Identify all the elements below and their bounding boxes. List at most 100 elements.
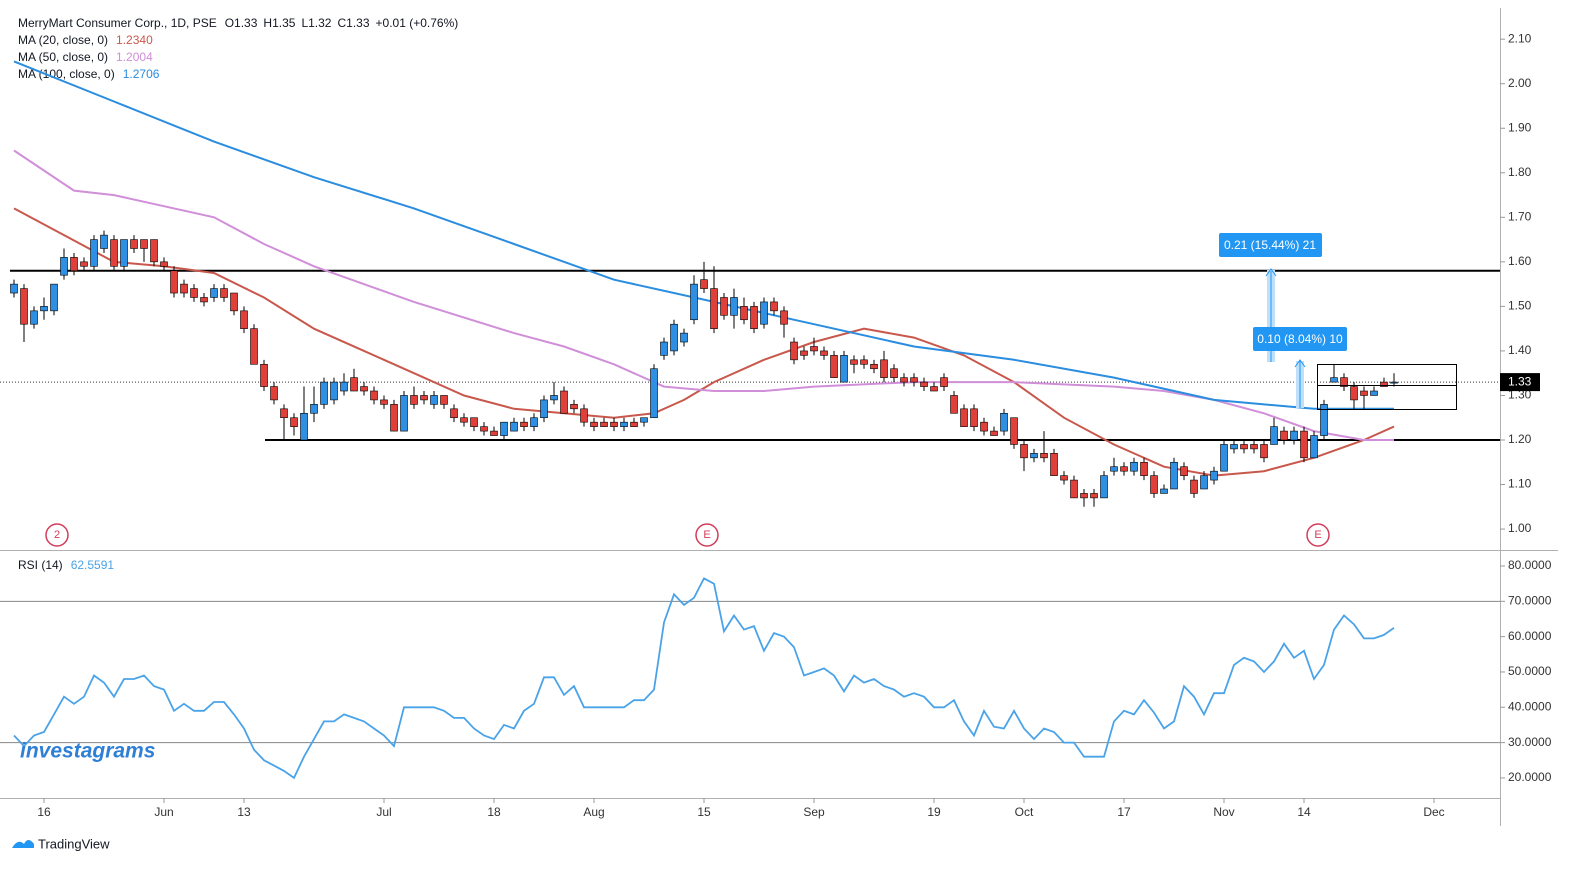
candle-body	[1260, 444, 1268, 459]
candle-body	[140, 239, 148, 249]
candle-body	[340, 381, 348, 392]
candle-body	[800, 350, 808, 356]
candle-body	[390, 404, 398, 432]
candle-body	[740, 306, 748, 321]
candle-body	[30, 310, 38, 325]
x-tick-label: Jun	[154, 805, 173, 819]
candle-body	[400, 395, 408, 432]
candle-body	[690, 283, 698, 321]
candle-body	[1350, 386, 1358, 401]
y-tick-label: 1.90	[1508, 120, 1532, 134]
candle-body	[270, 386, 278, 401]
plot: 1.00 1.10 1.20 1.30 1.40 1.50 1.60 1.70 1.80 1.90…	[0, 31, 1552, 819]
legend-value: 1.2340	[116, 33, 153, 47]
candle-body	[900, 377, 908, 383]
candle-body	[620, 421, 628, 427]
candle-body	[20, 288, 28, 325]
candle-body	[670, 323, 678, 352]
candle-body	[760, 301, 768, 325]
x-tick-label: 17	[1117, 805, 1131, 819]
candle-body	[1380, 381, 1388, 387]
candle-body	[110, 239, 118, 267]
x-tick-label: Aug	[583, 805, 604, 819]
x-tick-label: Dec	[1423, 805, 1444, 819]
measure-label: 0.21 (15.44%) 21	[1224, 238, 1316, 252]
candle-body	[1120, 466, 1128, 472]
candle-body	[520, 421, 528, 427]
candle-body	[80, 261, 88, 267]
candle-body	[420, 395, 428, 401]
candle-body	[180, 283, 188, 294]
candle-body	[460, 417, 468, 423]
event-label: E	[703, 529, 710, 541]
candle-body	[120, 239, 128, 267]
candle-body	[1320, 404, 1328, 436]
y-tick-label: 1.20	[1508, 432, 1532, 446]
event-label: E	[1314, 529, 1321, 541]
candle-body	[1360, 390, 1368, 396]
candle-body	[1300, 430, 1308, 459]
candle-body	[540, 399, 548, 419]
candle-body	[920, 381, 928, 387]
candle-body	[450, 408, 458, 419]
x-tick-label: 13	[237, 805, 251, 819]
y-tick-label: 1.80	[1508, 165, 1532, 179]
y-tick-label: 20.0000	[1508, 770, 1552, 784]
candle-body	[560, 390, 568, 414]
event-marker	[1306, 523, 1330, 547]
legend-name: MA (20, close, 0)	[18, 33, 108, 47]
y-tick-label: 1.40	[1508, 343, 1532, 357]
candle-body	[720, 297, 728, 316]
axes	[0, 8, 1558, 826]
candle-body	[1370, 390, 1378, 396]
candle-body	[890, 368, 898, 378]
y-tick-label: 1.00	[1508, 521, 1532, 535]
candle-body	[170, 270, 178, 294]
candle-body	[410, 395, 418, 405]
candle-body	[590, 421, 598, 427]
candle-body	[480, 426, 488, 432]
candle-body	[580, 408, 588, 423]
candle-body	[1340, 377, 1348, 387]
tv-logo	[12, 840, 34, 848]
candle-body	[1110, 466, 1118, 472]
candle-body	[70, 257, 78, 272]
candle-body	[1250, 444, 1258, 450]
candle-body	[290, 417, 298, 427]
y-tick-label: 80.0000	[1508, 558, 1552, 572]
candle-body	[810, 346, 818, 352]
moving-average	[13, 149, 1394, 441]
candle-body	[880, 359, 888, 378]
candle-body	[980, 421, 988, 432]
candle-body	[1040, 453, 1048, 459]
candle-body	[640, 417, 648, 423]
candle-body	[870, 363, 878, 370]
candle-body	[570, 404, 578, 410]
candle-body	[350, 377, 358, 392]
arrow-head	[1265, 268, 1277, 277]
measure-box	[1253, 327, 1347, 351]
candle-body	[1240, 444, 1248, 450]
candle-body	[700, 279, 708, 289]
candle-body	[1130, 461, 1138, 472]
x-tick-label: Oct	[1015, 805, 1034, 819]
y-tick-label: 1.10	[1508, 477, 1532, 491]
candle-body	[1030, 453, 1038, 459]
candle-body	[1050, 453, 1058, 476]
candle-body	[550, 395, 558, 401]
x-tick-label: 15	[697, 805, 711, 819]
candle-body	[40, 306, 48, 312]
quote: C1.33	[337, 16, 369, 30]
quote: H1.35	[263, 16, 295, 30]
candle-body	[950, 395, 958, 414]
candle-body	[280, 408, 288, 419]
candle-body	[330, 381, 338, 401]
candle-body	[930, 386, 938, 392]
moving-average	[13, 207, 1395, 477]
quote: L1.32	[301, 16, 331, 30]
y-tick-label: 50.0000	[1508, 664, 1552, 678]
candle-body	[260, 363, 268, 387]
candle-body	[50, 283, 58, 312]
candle-body	[1020, 444, 1028, 459]
candle-body	[1000, 412, 1008, 432]
